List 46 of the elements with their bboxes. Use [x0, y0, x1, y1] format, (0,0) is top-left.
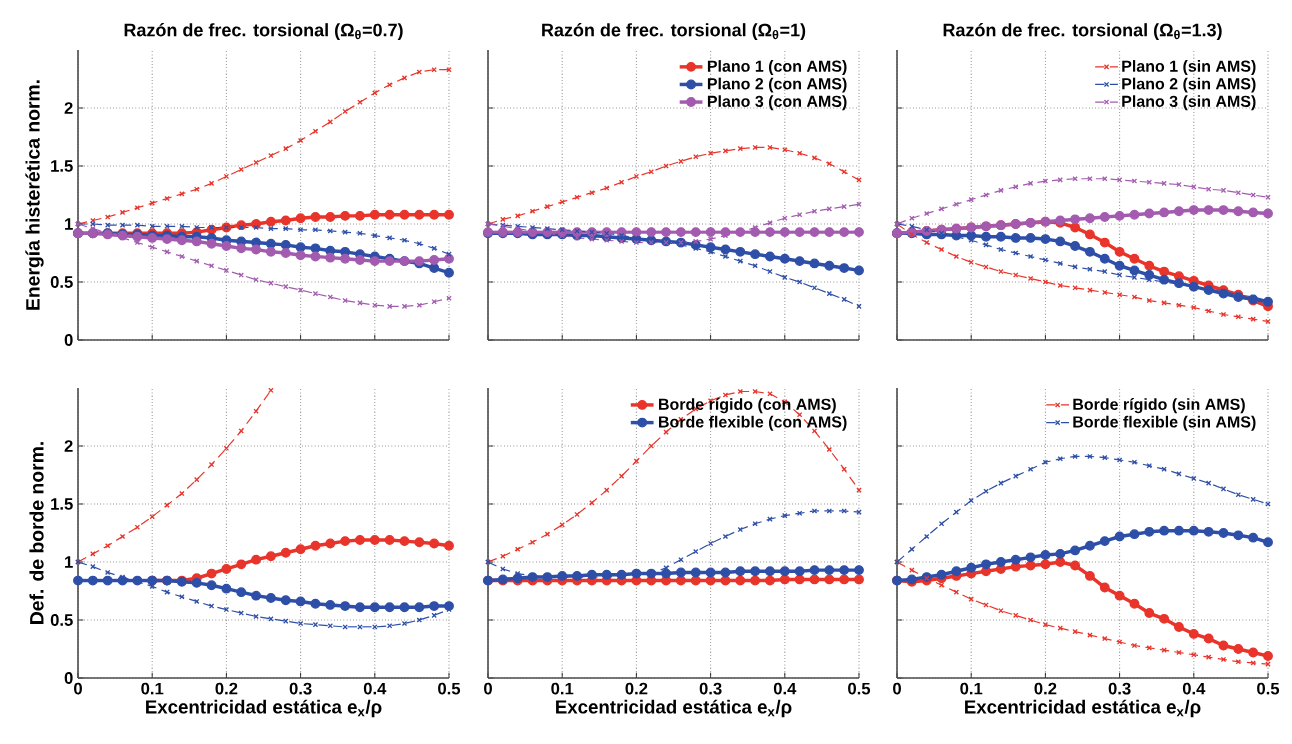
legend-label: Borde flexible (sin AMS)	[1073, 415, 1256, 431]
legend-label: Plano 2 (con AMS)	[707, 77, 847, 93]
y-tick-label: 1.5	[51, 160, 73, 172]
legend-label: Plano 3 (sin AMS)	[1122, 95, 1256, 111]
legend-label: Borde rígido (con AMS)	[659, 398, 836, 414]
y-axis-title: Energía histerética norm.	[25, 80, 44, 310]
chart-title: Razón de frec. torsional (Ω$_{θ}$=0.7)	[124, 23, 403, 40]
x-tick-label: 0	[484, 682, 492, 695]
x-tick-label: 0.4	[773, 682, 797, 695]
legend-label: Borde rígido (sin AMS)	[1073, 398, 1245, 414]
y-tick-label: 0	[64, 334, 73, 346]
y-tick-label: 0.5	[50, 276, 73, 288]
x-tick-label: 0.3	[1108, 682, 1131, 695]
chart-title: Razón de frec. torsional (Ω$_{θ}$=1.3)	[943, 23, 1222, 40]
x-tick-label: 0.1	[551, 682, 574, 695]
x-tick-label: 0.2	[215, 682, 238, 695]
x-tick-label: 0.2	[625, 682, 648, 695]
y-tick-label: 2	[64, 102, 73, 114]
y-tick-label: 1	[65, 218, 73, 230]
y-tick-label: 2	[64, 440, 73, 452]
x-tick-label: 0.5	[438, 682, 461, 695]
y-tick-label: 0	[64, 672, 73, 684]
x-tick-label: 0	[893, 682, 901, 695]
x-tick-label: 0.2	[1034, 682, 1057, 695]
legend-label: Plano 1 (sin AMS)	[1122, 60, 1256, 75]
x-tick-label: 0	[74, 682, 82, 695]
legend-label: Plano 1 (con AMS)	[707, 60, 847, 75]
legend-label: Borde flexible (con AMS)	[659, 415, 847, 431]
y-tick-label: 1.5	[51, 498, 73, 510]
chart-title: Razón de frec. torsional (Ω$_{θ}$=1)	[542, 23, 806, 40]
x-axis-title: Excentricidad estática e$_{x}$/ρ	[965, 699, 1201, 718]
legend-label: Plano 2 (sin AMS)	[1122, 77, 1256, 93]
y-tick-label: 1	[65, 556, 73, 568]
x-tick-label: 0.3	[699, 682, 722, 695]
legend-label: Plano 3 (con AMS)	[707, 95, 847, 111]
y-axis-title: Def. de borde norm.	[29, 442, 44, 624]
x-tick-label: 0.3	[289, 682, 312, 695]
x-tick-label: 0.4	[363, 682, 387, 695]
x-tick-label: 0.1	[141, 682, 164, 695]
x-tick-label: 0.5	[1257, 682, 1280, 695]
x-axis-title: Excentricidad estática e$_{x}$/ρ	[146, 699, 382, 718]
x-tick-label: 0.5	[848, 682, 871, 695]
x-axis-title: Excentricidad estática e$_{x}$/ρ	[556, 699, 792, 718]
x-tick-label: 0.4	[1182, 682, 1206, 695]
x-tick-label: 0.1	[960, 682, 983, 695]
y-tick-label: 0.5	[50, 614, 73, 626]
